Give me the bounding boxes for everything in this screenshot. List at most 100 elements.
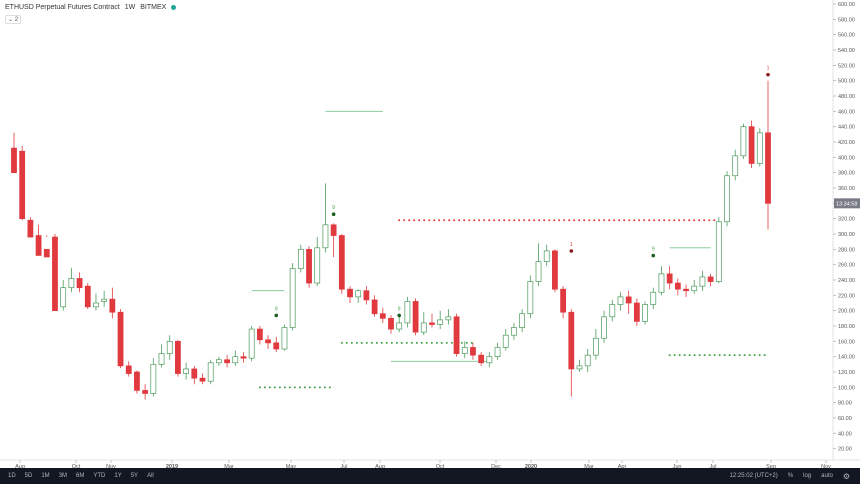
candle-body bbox=[93, 302, 99, 308]
support-dot bbox=[470, 341, 473, 344]
support-dot bbox=[405, 341, 408, 344]
support-dot bbox=[728, 354, 731, 357]
range-6m-button[interactable]: 6M bbox=[76, 473, 85, 479]
resistance-dot bbox=[603, 219, 606, 222]
support-dot bbox=[360, 341, 363, 344]
candle-body bbox=[404, 301, 411, 324]
candle-body bbox=[699, 276, 706, 287]
candle-body bbox=[486, 356, 493, 364]
resistance-dot bbox=[713, 219, 716, 222]
candle-body bbox=[117, 311, 124, 367]
resistance-dot bbox=[448, 219, 451, 222]
range-3m-button[interactable]: 3M bbox=[58, 473, 68, 479]
resistance-dot bbox=[473, 219, 476, 222]
candle-body bbox=[256, 328, 263, 341]
candle-body bbox=[330, 224, 337, 236]
range-all-button[interactable]: All bbox=[147, 473, 154, 479]
candle-body bbox=[109, 298, 116, 313]
clock-readout[interactable]: 12:25:02 (UTC+2) bbox=[729, 473, 778, 479]
chart-legend: ETHUSD Perpetual Futures Contract 1W BIT… bbox=[5, 4, 177, 11]
time-tick-label: Jun bbox=[673, 464, 682, 470]
time-tick-label: Nov bbox=[821, 464, 831, 470]
support-dot bbox=[738, 354, 741, 357]
candle-body bbox=[470, 347, 476, 356]
support-dot bbox=[450, 341, 453, 344]
resistance-dot bbox=[688, 219, 691, 222]
candle-body bbox=[609, 304, 616, 318]
price-tick-label: 360.00 bbox=[838, 186, 855, 192]
time-tick-label: May bbox=[286, 464, 297, 470]
auto-toggle[interactable]: auto bbox=[821, 473, 833, 479]
time-tick-label: Oct bbox=[72, 464, 81, 470]
support-dot bbox=[375, 341, 378, 344]
td-marker-label: 9 bbox=[652, 247, 655, 253]
support-dot bbox=[345, 341, 348, 344]
price-tick-label: 420.00 bbox=[838, 140, 855, 146]
candle-body bbox=[216, 359, 222, 364]
candle-body bbox=[338, 235, 345, 290]
candle-body bbox=[519, 313, 526, 328]
resistance-dot bbox=[673, 219, 676, 222]
candle-body bbox=[43, 248, 50, 258]
support-dot bbox=[313, 386, 316, 389]
resistance-dot bbox=[573, 219, 576, 222]
candle-body bbox=[568, 311, 575, 370]
range-1d-button[interactable]: 1D bbox=[8, 473, 16, 479]
time-tick-label: Dec bbox=[491, 464, 501, 470]
time-tick-label: Aug bbox=[375, 464, 385, 470]
support-dot bbox=[298, 386, 301, 389]
candle-body bbox=[363, 290, 370, 301]
candle-body bbox=[732, 155, 739, 177]
candle-body bbox=[199, 377, 206, 382]
range-1y-button[interactable]: 1Y bbox=[114, 473, 122, 479]
resistance-dot bbox=[453, 219, 456, 222]
resistance-dot bbox=[408, 219, 411, 222]
resistance-dot bbox=[608, 219, 611, 222]
range-ytd-button[interactable]: YTD bbox=[93, 473, 106, 479]
td-marker-label: 9 bbox=[275, 306, 278, 312]
candle-body bbox=[543, 250, 550, 262]
time-tick-label: Jul bbox=[340, 464, 347, 470]
gear-icon[interactable]: ⚙ bbox=[842, 471, 850, 481]
resistance-dot bbox=[468, 219, 471, 222]
log-toggle[interactable]: log bbox=[803, 473, 812, 479]
range-5y-button[interactable]: 5Y bbox=[130, 473, 139, 479]
collapse-indicators-button[interactable]: ⌄ 2 bbox=[5, 15, 22, 24]
resistance-dot bbox=[618, 219, 621, 222]
candle-body bbox=[511, 327, 517, 336]
resistance-dot bbox=[428, 219, 431, 222]
candle-body bbox=[27, 219, 34, 238]
candle-body bbox=[11, 147, 17, 174]
resistance-dot bbox=[623, 219, 626, 222]
interval-label[interactable]: 1W bbox=[124, 4, 136, 11]
candle-body bbox=[617, 296, 624, 305]
support-dot bbox=[733, 354, 736, 357]
candle-body bbox=[715, 221, 722, 282]
support-dot bbox=[708, 354, 711, 357]
time-tick-label: Jul bbox=[709, 464, 716, 470]
resistance-dot bbox=[413, 219, 416, 222]
time-tick-label: Sep bbox=[766, 464, 776, 470]
support-dot bbox=[683, 354, 686, 357]
range-1m-button[interactable]: 1M bbox=[41, 473, 50, 479]
percent-toggle[interactable]: % bbox=[787, 473, 794, 479]
resistance-dot bbox=[483, 219, 486, 222]
resistance-dot bbox=[658, 219, 661, 222]
candle-body bbox=[683, 288, 689, 292]
price-tick-label: 60.00 bbox=[838, 416, 852, 422]
support-dot bbox=[688, 354, 691, 357]
price-tick-label: 160.00 bbox=[838, 339, 855, 345]
support-dot bbox=[698, 354, 701, 357]
candle-body bbox=[183, 368, 189, 374]
price-tick-label: 120.00 bbox=[838, 370, 855, 376]
candle-body bbox=[478, 354, 485, 364]
price-tick-label: 80.00 bbox=[838, 401, 852, 407]
range-5d-button[interactable]: 5D bbox=[24, 473, 33, 479]
candle-body bbox=[666, 273, 673, 284]
resistance-dot bbox=[613, 219, 616, 222]
resistance-dot bbox=[508, 219, 511, 222]
support-dot bbox=[400, 341, 403, 344]
support-dot bbox=[365, 341, 368, 344]
